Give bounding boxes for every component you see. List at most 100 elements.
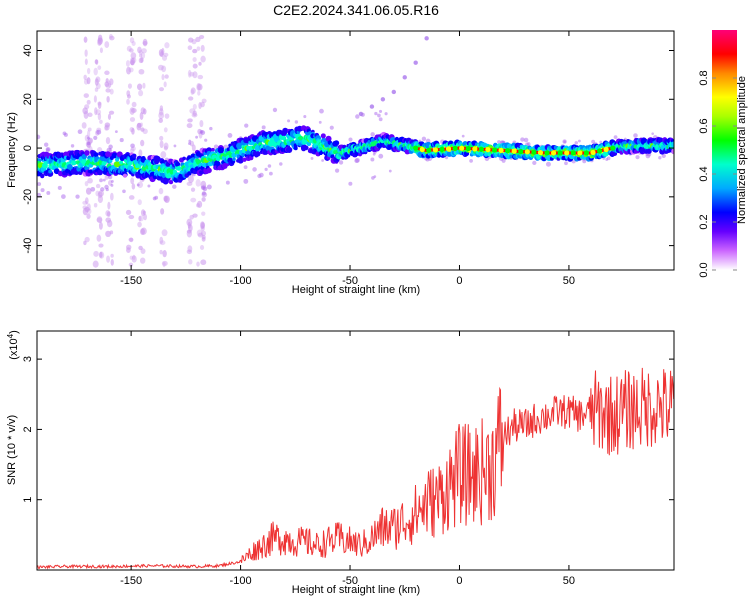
spectral-speckle [159, 236, 164, 245]
spectral-speckle [138, 68, 145, 75]
spectral-speckle [200, 44, 205, 52]
spectral-speckle [159, 105, 164, 112]
spectral-speckle [110, 192, 114, 201]
spectral-speckle [142, 82, 146, 89]
spectral-speckle [114, 130, 118, 134]
spectral-speckle [158, 111, 165, 120]
spectral-speckle [200, 55, 206, 63]
spectral-speckle [294, 120, 299, 124]
spectral-speckle [87, 127, 92, 132]
spectral-point [182, 156, 186, 161]
spectral-point [298, 135, 304, 141]
spectral-point [491, 147, 498, 153]
spectral-speckle [129, 57, 135, 66]
spectral-speckle [163, 195, 168, 202]
colorbar-tick-label: 0.6 [698, 118, 710, 133]
spectral-point [610, 145, 616, 151]
spectral-speckle [97, 65, 102, 70]
spectral-speckle [162, 250, 167, 258]
spectral-speckle [105, 217, 112, 223]
spectral-speckle [106, 211, 111, 217]
spectral-point [48, 169, 53, 174]
spectral-speckle [187, 175, 194, 184]
spectral-speckle [164, 42, 170, 49]
spectral-speckle [131, 101, 137, 108]
spectral-speckle [200, 259, 207, 266]
spectral-point [603, 146, 609, 153]
y-tick-label: -20 [22, 189, 34, 205]
spectral-speckle [160, 208, 165, 215]
spectral-speckle [130, 143, 135, 149]
spectral-speckle [97, 112, 102, 121]
spectral-speckle [523, 137, 529, 143]
spectral-speckle [86, 99, 91, 105]
spectral-speckle [197, 90, 201, 96]
spectral-speckle [191, 38, 197, 45]
spectral-speckle [122, 189, 126, 194]
spectral-point [176, 165, 182, 171]
spectral-speckle [139, 257, 146, 264]
spectral-speckle [197, 83, 203, 91]
spectral-speckle [107, 113, 112, 120]
spectral-point [211, 147, 215, 152]
spectral-speckle [96, 217, 103, 223]
spectral-speckle [198, 61, 202, 66]
spectral-point [334, 140, 339, 146]
spectral-speckle [201, 211, 206, 216]
spectral-speckle [95, 183, 101, 189]
spectral-speckle [161, 65, 167, 73]
spectral-speckle [377, 113, 381, 118]
spectral-speckle [163, 52, 169, 57]
spectral-speckle [37, 182, 42, 186]
spectral-speckle [206, 184, 212, 190]
spectral-speckle [131, 41, 136, 47]
spectral-speckle [105, 230, 112, 238]
y-tick-label: 40 [22, 44, 34, 56]
spectral-speckle [189, 71, 195, 77]
spectral-speckle [104, 184, 109, 190]
spectral-speckle [195, 179, 201, 187]
spectral-point [670, 141, 674, 148]
spectral-point [128, 161, 133, 166]
spectral-speckle [129, 37, 135, 44]
spectral-point [320, 133, 326, 139]
spectral-speckle [138, 215, 142, 222]
spectral-speckle [164, 74, 169, 79]
spectral-speckle [421, 136, 427, 142]
spectral-speckle [37, 192, 42, 198]
colorbar-label: Normalized spectral amplitude [736, 76, 748, 224]
spectral-speckle [94, 107, 98, 116]
y-tick-label: 3 [22, 356, 34, 362]
spectral-point [531, 149, 537, 155]
spectral-speckle [138, 149, 143, 157]
spectrogram-frame [36, 30, 675, 271]
spectral-point [459, 145, 465, 151]
spectral-point [148, 162, 152, 166]
y-tick-label: 1 [22, 497, 34, 503]
spectral-speckle [370, 132, 375, 137]
spectral-point [432, 147, 438, 153]
spectral-speckle [200, 230, 207, 237]
spectral-speckle [46, 190, 51, 195]
spectral-speckle [84, 197, 89, 205]
spectral-speckle [186, 249, 193, 255]
spectral-speckle [348, 137, 353, 142]
spectral-speckle [83, 74, 87, 80]
spectral-speckle [189, 214, 194, 220]
spectral-speckle [86, 203, 91, 211]
spectral-point [108, 159, 113, 163]
spectral-speckle [46, 148, 50, 152]
spectral-speckle [104, 81, 110, 87]
spectral-speckle [287, 119, 291, 123]
spectral-point [511, 148, 517, 154]
spectral-speckle [90, 186, 96, 192]
spectral-speckle [87, 177, 93, 184]
colorbar-tick-label: 0.8 [698, 70, 710, 85]
spectral-speckle [140, 52, 146, 59]
spectral-speckle [374, 111, 378, 116]
spectral-point [557, 150, 563, 156]
spectral-speckle [94, 78, 99, 86]
spectral-speckle [110, 183, 114, 187]
spectral-speckle [190, 187, 196, 192]
